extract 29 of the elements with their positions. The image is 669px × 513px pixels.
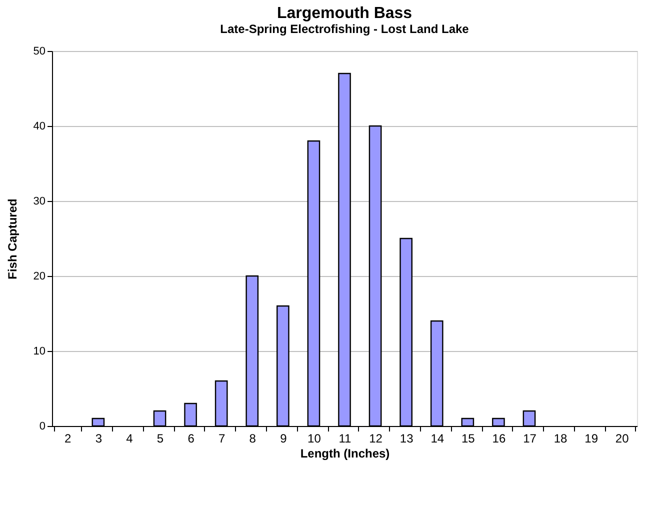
x-tick-label: 5: [156, 432, 164, 446]
x-tick-label: 8: [249, 432, 256, 446]
y-tick-label: 10: [33, 346, 46, 358]
x-tick-label: 16: [492, 432, 506, 446]
x-tick-label: 14: [430, 432, 444, 446]
x-tick-label: 11: [338, 432, 352, 446]
x-tick-label: 4: [126, 432, 134, 446]
chart-title: Largemouth Bass: [276, 5, 412, 22]
y-axis-title: Fish Captured: [5, 198, 20, 280]
x-tick-label: 10: [308, 432, 322, 446]
y-tick-label: 0: [39, 420, 46, 432]
x-tick-label: 19: [584, 432, 598, 446]
x-tick-label: 7: [218, 432, 226, 446]
y-tick-label: 30: [33, 196, 46, 208]
x-tick-label: 3: [95, 432, 102, 446]
x-tick-label: 12: [369, 432, 383, 446]
x-tick-label: 9: [280, 432, 288, 446]
y-tick-label: 50: [33, 46, 46, 58]
x-tick-label: 20: [615, 432, 630, 446]
x-tick-label: 18: [554, 432, 568, 446]
y-tick-label: 40: [33, 120, 46, 132]
x-tick-label: 2: [64, 432, 72, 446]
x-tick-label: 17: [523, 432, 537, 446]
x-axis-title: Length (Inches): [300, 446, 390, 460]
x-tick-label: 6: [188, 432, 195, 446]
x-tick-label: 13: [400, 432, 414, 446]
chart-subtitle: Late-Spring Electrofishing - Lost Land Lake: [220, 22, 470, 36]
y-tick-label: 20: [33, 270, 46, 282]
x-tick-label: 15: [461, 432, 476, 446]
